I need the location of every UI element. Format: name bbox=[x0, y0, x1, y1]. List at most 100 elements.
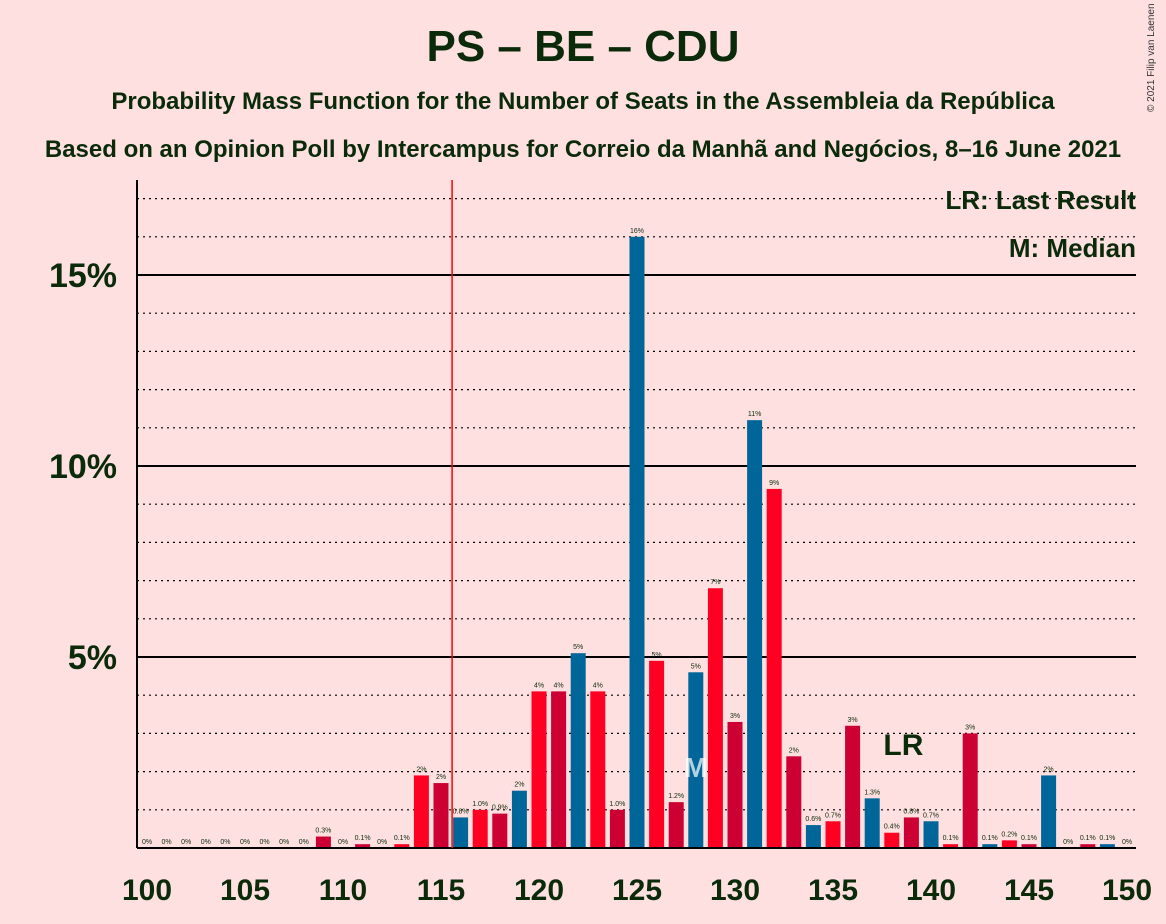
bar-label-147: 0% bbox=[1063, 839, 1073, 846]
bar-120 bbox=[531, 691, 547, 848]
bar-label-122: 5% bbox=[573, 644, 583, 651]
bar-label-134: 0.6% bbox=[805, 816, 821, 823]
bar-109 bbox=[315, 836, 331, 848]
median-marker: M bbox=[684, 752, 707, 783]
bar-121 bbox=[551, 691, 567, 848]
bar-115 bbox=[433, 783, 449, 848]
bar-label-139: 0.8% bbox=[903, 808, 919, 815]
bar-114 bbox=[413, 775, 429, 848]
bar-137 bbox=[864, 798, 880, 848]
x-tick-label: 110 bbox=[319, 874, 367, 907]
bar-label-130: 3% bbox=[730, 713, 740, 720]
bar-149 bbox=[1099, 844, 1115, 848]
legend-last-result: LR: Last Result bbox=[945, 185, 1136, 215]
bar-113 bbox=[394, 844, 410, 848]
bar-124 bbox=[609, 809, 625, 848]
bar-111 bbox=[355, 844, 371, 848]
bar-148 bbox=[1080, 844, 1096, 848]
last-result-marker: LR bbox=[883, 729, 923, 762]
chart-subtitle-source: Based on an Opinion Poll by Intercampus … bbox=[44, 136, 1122, 163]
bar-label-119: 2% bbox=[514, 782, 524, 789]
bar-labels: 0% 0% 0% 0% 0% 0% 0% 0% 0% 0.3% 0% 0.1% 0% 0.1% 2% 2% 0.… bbox=[142, 228, 1132, 846]
bar-145 bbox=[1021, 844, 1037, 848]
bar-label-127: 1.2% bbox=[668, 793, 684, 800]
bar-136 bbox=[845, 725, 861, 848]
y-tick-label: 10% bbox=[49, 448, 117, 486]
chart-title: PS – BE – CDU bbox=[426, 22, 740, 71]
bar-label-103: 0% bbox=[201, 839, 211, 846]
bar-label-148: 0.1% bbox=[1080, 835, 1096, 842]
bar-127 bbox=[668, 802, 684, 848]
bar-label-125: 16% bbox=[630, 228, 644, 235]
bar-119 bbox=[511, 790, 527, 848]
bar-142 bbox=[962, 733, 978, 848]
bar-label-100: 0% bbox=[142, 839, 152, 846]
bar-116 bbox=[453, 817, 469, 848]
bar-132 bbox=[766, 488, 782, 848]
x-tick-label: 100 bbox=[122, 874, 172, 907]
x-tick-label: 125 bbox=[612, 874, 662, 907]
bar-label-116: 0.8% bbox=[453, 808, 469, 815]
x-tick-label: 135 bbox=[808, 874, 858, 907]
bar-139 bbox=[903, 817, 919, 848]
x-tick-label: 145 bbox=[1004, 874, 1054, 907]
bar-label-115: 2% bbox=[436, 774, 446, 781]
bar-133 bbox=[786, 756, 802, 848]
bar-label-129: 7% bbox=[710, 579, 720, 586]
bar-label-118: 0.9% bbox=[492, 805, 508, 812]
bar-122 bbox=[570, 653, 586, 848]
bar-label-132: 9% bbox=[769, 480, 779, 487]
bar-129 bbox=[707, 588, 723, 848]
bar-label-112: 0% bbox=[377, 839, 387, 846]
bar-label-138: 0.4% bbox=[884, 824, 900, 831]
bar-label-108: 0% bbox=[299, 839, 309, 846]
y-tick-label: 5% bbox=[68, 639, 117, 677]
bar-134 bbox=[805, 825, 821, 848]
bar-label-109: 0.3% bbox=[315, 828, 331, 835]
bar-125 bbox=[629, 236, 645, 849]
bar-128 bbox=[688, 672, 704, 848]
bar-label-126: 5% bbox=[652, 652, 662, 659]
bar-138 bbox=[884, 832, 900, 848]
bar-118 bbox=[492, 813, 508, 848]
bar-label-117: 1.0% bbox=[472, 801, 488, 808]
bar-label-121: 4% bbox=[554, 682, 564, 689]
bar-141 bbox=[943, 844, 959, 848]
bar-label-149: 0.1% bbox=[1099, 835, 1115, 842]
bar-label-123: 4% bbox=[593, 682, 603, 689]
x-tick-label: 130 bbox=[710, 874, 760, 907]
bar-label-145: 0.1% bbox=[1021, 835, 1037, 842]
bar-117 bbox=[472, 809, 488, 848]
bar-label-107: 0% bbox=[279, 839, 289, 846]
bar-label-110: 0% bbox=[338, 839, 348, 846]
bar-126 bbox=[649, 660, 665, 848]
bar-label-131: 11% bbox=[748, 411, 762, 418]
bar-label-140: 0.7% bbox=[923, 812, 939, 819]
bar-140 bbox=[923, 821, 939, 848]
x-tick-label: 150 bbox=[1102, 874, 1152, 907]
legend-median: M: Median bbox=[1009, 233, 1136, 263]
bar-label-101: 0% bbox=[162, 839, 172, 846]
legend: LR: Last Result M: Median bbox=[945, 185, 1136, 263]
x-tick-label: 120 bbox=[514, 874, 564, 907]
bar-label-113: 0.1% bbox=[394, 835, 410, 842]
bar-label-142: 3% bbox=[965, 724, 975, 731]
bars bbox=[315, 236, 1115, 849]
y-tick-label: 15% bbox=[49, 257, 117, 295]
bar-label-128: 5% bbox=[691, 663, 701, 670]
bar-label-120: 4% bbox=[534, 682, 544, 689]
bar-label-144: 0.2% bbox=[1001, 831, 1017, 838]
axes: 5% 10% 15% 100 105 110 115 120 125 130 135 140 145 15… bbox=[49, 180, 1152, 907]
bar-label-146: 2% bbox=[1044, 766, 1054, 773]
x-tick-label: 115 bbox=[417, 874, 465, 907]
bar-label-150: 0% bbox=[1122, 839, 1132, 846]
bar-label-102: 0% bbox=[181, 839, 191, 846]
bar-label-111: 0.1% bbox=[355, 835, 371, 842]
bar-label-106: 0% bbox=[260, 839, 270, 846]
bar-label-143: 0.1% bbox=[982, 835, 998, 842]
bar-131 bbox=[747, 420, 763, 848]
markers: M LR bbox=[451, 180, 924, 848]
bar-label-136: 3% bbox=[848, 717, 858, 724]
bar-label-104: 0% bbox=[220, 839, 230, 846]
